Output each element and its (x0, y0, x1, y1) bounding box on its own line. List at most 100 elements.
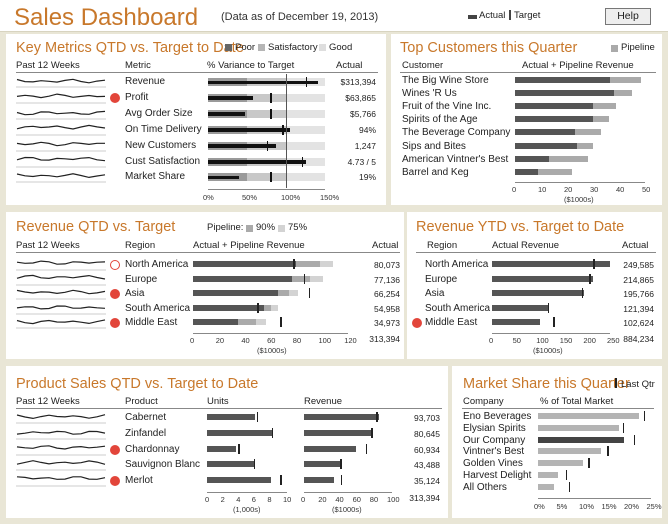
product-sales-units-tick: 2 (220, 495, 225, 504)
market-share-last-qtr-marker (588, 458, 590, 469)
revenue-qtd-header-rule (16, 252, 400, 253)
revenue-ytd-actual-value: 195,766 (623, 289, 654, 300)
key-metrics-actual-bar (208, 144, 276, 148)
revenue-qtd-actual-bar (193, 261, 296, 267)
market-share-bar (538, 460, 583, 467)
product-sales-col-units: Units (207, 396, 229, 407)
revenue-qtd-actual-value: 80,073 (374, 260, 400, 270)
revenue-qtd-pipeline-75-bar (309, 275, 323, 282)
market-share-axis-tick: 10% (579, 502, 595, 511)
key-metrics-row-label: Revenue (125, 76, 166, 87)
product-sales-revenue-tick: 40 (335, 495, 344, 504)
revenue-ytd-target-marker (581, 288, 584, 299)
revenue-qtd-actual-bar (193, 319, 238, 326)
top-customers-axis-tick: 40 (616, 185, 625, 194)
revenue-qtd-pipeline-90-bar (237, 319, 256, 326)
revenue-qtd-sparkline (16, 289, 106, 300)
revenue-ytd-actual-bar (492, 304, 550, 311)
product-sales-units-unit: (1,000s) (233, 505, 261, 514)
key-metrics-band-good (286, 141, 325, 150)
revenue-qtd-row-label: Europe (125, 273, 158, 285)
top-customers-axis-tick: 20 (564, 185, 573, 194)
top-customers-actual-bar (515, 168, 539, 175)
revenue-ytd-actual-value: 102,624 (623, 318, 654, 329)
top-customers-actual-bar (515, 90, 614, 97)
product-sales-col-product: Product (125, 396, 158, 407)
product-sales-row-label: Cabernet (125, 412, 167, 423)
market-share-row-label: Harvest Delight (463, 470, 532, 481)
revenue-qtd-col-actual: Actual (372, 240, 399, 251)
revenue-qtd-legend-swatch-90 (246, 225, 253, 232)
revenue-qtd-axis-tick: 40 (241, 336, 250, 345)
help-button[interactable]: Help (605, 8, 651, 25)
revenue-qtd-pipeline-90-bar (277, 290, 290, 297)
revenue-ytd-actual-value: 121,394 (623, 303, 654, 314)
product-sales-alert-icon (110, 444, 120, 455)
key-metrics-sparkline (16, 124, 106, 136)
top-customers-actual-bar (515, 129, 575, 136)
market-share-axis-tick: 5% (556, 502, 568, 511)
key-metrics-axis-tick: 100% (281, 193, 301, 202)
revenue-qtd-pipeline-90-bar (263, 304, 272, 311)
product-sales-actual-value: 60,934 (414, 444, 440, 455)
revenue-qtd-actual-value: 77,136 (374, 274, 400, 285)
revenue-ytd-axis-tick: 0 (489, 336, 494, 345)
key-metrics-actual-value: 1,247 (354, 140, 376, 151)
product-sales-sparkline (16, 414, 106, 424)
top-customers-row-name: The Big Wine Store (402, 75, 489, 86)
product-sales-revenue-tick: 20 (318, 495, 327, 504)
revenue-ytd-axis (492, 333, 610, 334)
revenue-qtd-sparkline (16, 319, 106, 329)
market-share-last-qtr-marker (643, 411, 646, 421)
product-sales-sparkline (16, 444, 106, 456)
product-sales-revenue-tick: 80 (369, 495, 379, 504)
product-sales-sparkline (16, 476, 106, 487)
revenue-ytd-axis-tick: 200 (583, 336, 596, 345)
revenue-ytd-actual-bar (492, 261, 610, 267)
revenue-qtd-legend-swatch-75 (278, 225, 285, 232)
revenue-qtd-col-value: Actual + Pipeline Revenue (193, 240, 305, 251)
revenue-ytd-actual-value: 214,865 (623, 274, 654, 285)
key-metrics-band-good (286, 93, 325, 102)
key-metrics-100pct-line (286, 74, 287, 188)
market-share-bar (538, 448, 601, 455)
top-customers-actual-bar (515, 77, 610, 83)
key-metrics-axis (208, 189, 325, 190)
revenue-qtd-sparkline (16, 305, 106, 315)
revenue-ytd-target-marker (593, 259, 595, 269)
market-share-bar (538, 413, 640, 419)
key-metrics-target-marker (270, 108, 272, 119)
revenue-qtd-row-label: Middle East (125, 317, 178, 329)
market-share-title: Market Share this Quarter (463, 376, 630, 392)
product-sales-row-label: Zinfandel (125, 427, 167, 439)
key-metrics-row-label: New Customers (125, 139, 197, 151)
market-share-axis-tick: 0% (534, 502, 545, 511)
market-share-row-label: Golden Vines (463, 458, 523, 470)
market-share-axis-tick: 15% (601, 502, 617, 511)
top-customers-row-name: Sips and Bites (402, 140, 466, 152)
revenue-qtd-warning-icon (110, 260, 120, 270)
product-sales-col-spark: Past 12 Weeks (16, 396, 80, 407)
top-customers-axis-tick: 0 (512, 185, 517, 194)
revenue-qtd-total: 313,394 (369, 334, 400, 344)
revenue-ytd-axis-tick: 50 (512, 336, 521, 345)
product-sales-units-target (253, 459, 256, 470)
revenue-ytd-col-region: Region (427, 240, 458, 251)
market-share-col-value: % of Total Market (540, 396, 614, 407)
product-sales-units-axis (207, 492, 287, 493)
product-sales-units-bar (207, 477, 271, 484)
key-metrics-actual-bar (208, 80, 318, 84)
revenue-ytd-row-label: Asia (425, 288, 445, 300)
revenue-qtd-row-label: South America (125, 302, 191, 314)
top-customers-row-name: Fruit of the Vine Inc. (402, 101, 492, 113)
market-share-row-label: Eno Beverages (463, 411, 532, 422)
key-metrics-sparkline (16, 141, 106, 152)
revenue-qtd-sparkline (16, 260, 106, 271)
key-metrics-alert-icon (110, 92, 120, 103)
key-metrics-actual-bar (208, 112, 245, 116)
revenue-qtd-actual-bar (193, 275, 292, 282)
revenue-qtd-pipeline-90-bar (295, 261, 321, 267)
key-metrics-legend-label: Good (329, 42, 353, 53)
revenue-ytd-alert-icon (412, 318, 422, 329)
revenue-qtd-actual-value: 34,973 (374, 318, 400, 329)
